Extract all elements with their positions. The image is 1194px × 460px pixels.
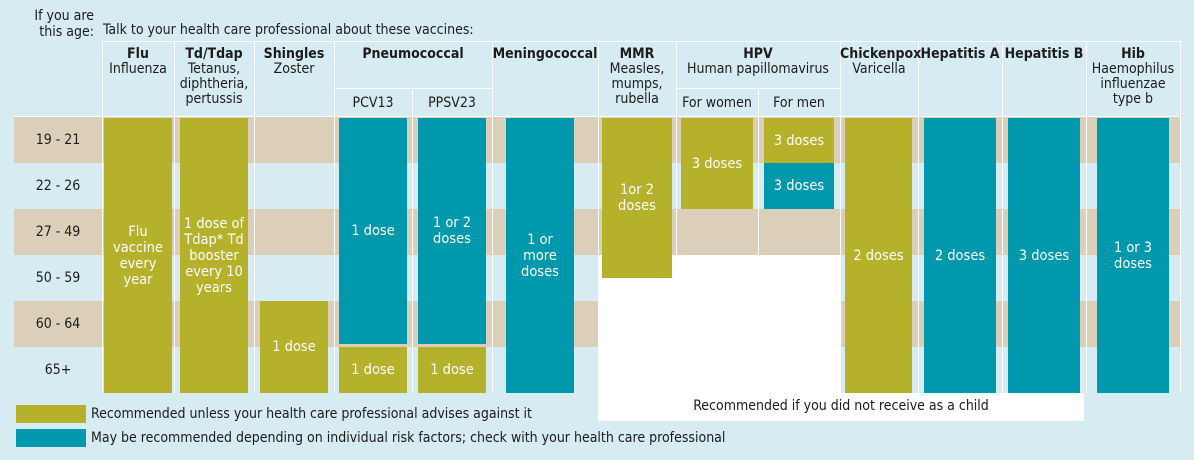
column-separator [676, 117, 677, 393]
legend-recommended-text: Recommended unless your health care prof… [91, 406, 532, 422]
header-separator [102, 41, 103, 117]
header-separator [918, 41, 919, 117]
header-separator [1002, 41, 1003, 117]
column-separator [174, 117, 175, 393]
column-header-hpv: HPV Human papillomavirus [686, 46, 829, 77]
subheader-hpv-men: For men [773, 95, 825, 111]
header-separator [254, 41, 255, 117]
column-header-shingles: Shingles Zoster [263, 46, 325, 77]
header-separator [492, 41, 493, 117]
subheader-pcv13: PCV13 [352, 95, 394, 111]
not-received-region [598, 255, 840, 393]
legend-not-received-text: Recommended if you did not receive as a … [693, 398, 989, 414]
bar-meningococcal: 1 or more doses [506, 118, 574, 393]
bar-ppsv23-risk: 1 or 2 doses [418, 118, 486, 344]
bar-pcv13-risk: 1 dose [339, 118, 407, 344]
age-label: 65+ [44, 362, 72, 378]
column-separator [758, 117, 759, 393]
header-separator [334, 41, 335, 117]
column-separator [840, 117, 841, 393]
column-separator [492, 117, 493, 393]
column-header-mmr: MMR Measles, mumps, rubella [609, 46, 665, 107]
column-header-meningococcal: Meningococcal [492, 46, 598, 62]
age-label: 22 - 26 [35, 178, 81, 194]
column-separator [254, 117, 255, 393]
column-header-flu: Flu Influenza [109, 46, 167, 77]
column-header-tdap: Td/Tdap Tetanus, diphtheria, pertussis [179, 46, 249, 107]
age-column-label: If you are this age: [34, 8, 94, 40]
age-label: 50 - 59 [35, 270, 81, 286]
column-separator [102, 117, 103, 393]
subheader-ppsv23: PPSV23 [428, 95, 476, 111]
column-separator [918, 117, 919, 393]
header-separator [1086, 41, 1087, 117]
column-separator [412, 117, 413, 393]
legend-risk-text: May be recommended depending on individu… [91, 430, 726, 446]
legend-swatch-risk [16, 429, 86, 447]
header-separator [598, 41, 599, 117]
column-separator [334, 117, 335, 393]
age-label: 27 - 49 [35, 224, 81, 240]
legend-swatch-recommended [16, 405, 86, 423]
column-separator [1180, 117, 1181, 393]
header-separator [840, 41, 841, 117]
intro-text: Talk to your health care professional ab… [103, 22, 474, 38]
column-header-chickenpox: Chickenpox Varicella [840, 46, 922, 77]
bar-pcv13-65: 1 dose [339, 347, 407, 393]
header-separator [676, 41, 677, 117]
column-header-hepatitis-b: Hepatitis B [1004, 46, 1084, 62]
age-label: 60 - 64 [35, 316, 81, 332]
header-separator [412, 88, 413, 117]
bar-chickenpox: 2 doses [845, 118, 912, 393]
column-header-pneumococcal: Pneumococcal [362, 46, 464, 62]
header-bottom-line [14, 116, 1180, 117]
not-received-legend-box [598, 393, 1084, 421]
column-header-hib: Hib Haemophilus influenzae type b [1091, 46, 1175, 107]
age-label: 19 - 21 [35, 132, 81, 148]
column-separator [1002, 117, 1003, 393]
bar-mmr: 1or 2 doses [602, 118, 672, 278]
bar-hepatitis-b: 3 doses [1008, 118, 1080, 393]
bar-ppsv23-65: 1 dose [418, 347, 486, 393]
pneumo-divider [334, 88, 492, 89]
column-separator [598, 117, 599, 393]
bar-tdap: 1 dose of Tdap* Td booster every 10 year… [180, 118, 248, 393]
header-top-line [102, 41, 1180, 42]
bar-hib: 1 or 3 doses [1097, 118, 1169, 393]
column-separator [1086, 117, 1087, 393]
bar-hpv-women: 3 doses [681, 118, 753, 209]
bar-hpv-men-recommended: 3 doses [764, 118, 834, 163]
header-separator [174, 41, 175, 117]
bar-shingles: 1 dose [260, 301, 328, 393]
bar-hpv-men-risk: 3 doses [764, 163, 834, 209]
header-separator [1180, 41, 1181, 117]
bar-flu: Flu vaccine every year [104, 118, 172, 393]
column-header-hepatitis-a: Hepatitis A [920, 46, 1000, 62]
subheader-hpv-women: For women [682, 95, 752, 111]
header-separator [758, 88, 759, 117]
bar-hepatitis-a: 2 doses [924, 118, 996, 393]
